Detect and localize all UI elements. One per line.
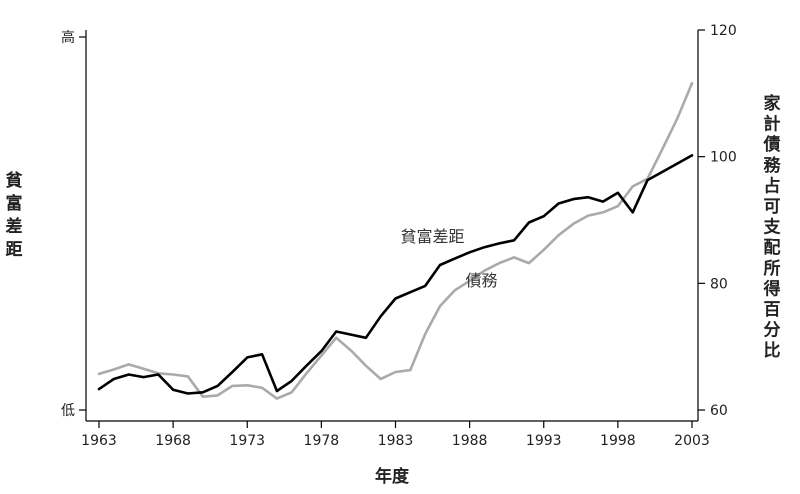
x-axis-title: 年度: [375, 466, 410, 487]
x-tick-label: 1978: [304, 433, 340, 449]
x-tick-label: 1973: [229, 433, 265, 449]
left-tick-label: 低: [61, 403, 75, 419]
right-tick-label: 100: [710, 150, 737, 166]
series-label-1: 債務: [465, 271, 497, 290]
x-tick-label: 1993: [526, 433, 562, 449]
plot-frame: [85, 30, 699, 422]
series-lines: [97, 81, 694, 400]
series-line-0: [97, 154, 694, 395]
left-axis-title: 貧富差距: [6, 170, 23, 260]
left-tick-label: 高: [61, 29, 75, 46]
left-ticks: 高低: [61, 29, 86, 419]
series-line-1: [97, 81, 694, 400]
x-tick-label: 1998: [600, 433, 636, 449]
x-tick-label: 1968: [155, 433, 191, 449]
x-ticks: 1963 1968 1973 1978 1983 1988 1993 1998 2003: [81, 421, 710, 449]
right-tick-label: 60: [710, 403, 728, 419]
right-tick-label: 120: [710, 23, 737, 39]
x-tick-label: 1963: [81, 433, 117, 449]
right-tick-label: 80: [710, 276, 728, 292]
x-tick-label: 1983: [378, 433, 414, 449]
right-axis-title-text: 家計債務占可支配所得百分比: [763, 93, 782, 361]
x-tick-label: 2003: [674, 433, 710, 449]
right-axis-title: 家計債務占可支配所得百分比: [763, 93, 782, 361]
right-ticks: 60 80 100 120: [698, 23, 737, 419]
left-axis-title-text: 貧富差距: [6, 170, 23, 260]
series-label-0: 貧富差距: [401, 227, 465, 246]
x-tick-label: 1988: [452, 433, 488, 449]
